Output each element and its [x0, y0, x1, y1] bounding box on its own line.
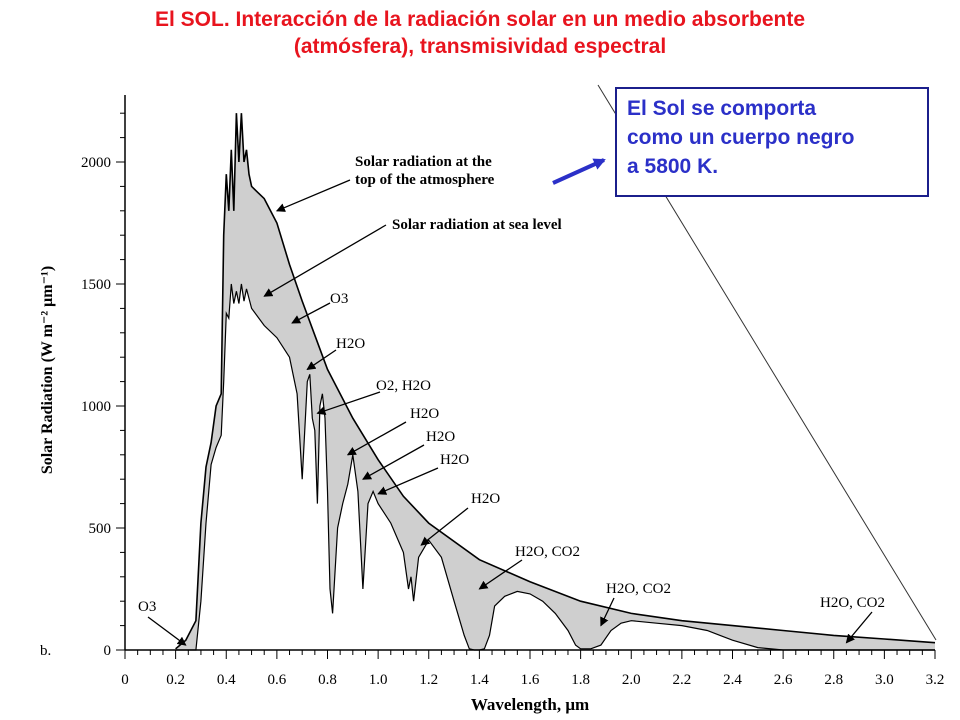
annotation-label: H2O — [471, 491, 500, 507]
x-tick-label: 1.4 — [470, 672, 489, 688]
x-tick-label: 2.6 — [774, 672, 793, 688]
x-tick-label: 0.6 — [268, 672, 287, 688]
x-tick-label: 1.0 — [369, 672, 388, 688]
annotation-arrow — [845, 611, 873, 644]
blackbody-callout: El Sol se comporta como un cuerpo negro … — [615, 87, 929, 197]
annotation-label: H2O — [426, 429, 455, 445]
annotation-label: H2O, CO2 — [820, 595, 885, 611]
x-tick-label: 2.4 — [723, 672, 742, 688]
y-tick-label: 500 — [89, 521, 112, 537]
annotation-label: H2O — [410, 406, 439, 422]
x-tick-label: 0.8 — [318, 672, 337, 688]
annotation-arrow — [420, 507, 469, 546]
x-tick-label: 3.2 — [926, 672, 945, 688]
annotation-label: Solar radiation at sea level — [392, 217, 562, 233]
annotation-label: O3 — [138, 599, 156, 615]
y-axis-label: Solar Radiation (W m⁻² μm⁻¹) — [39, 266, 56, 474]
x-tick-label: 1.8 — [571, 672, 590, 688]
annotation-arrow — [147, 616, 187, 646]
absorption-area — [175, 113, 936, 650]
annotation-arrow — [291, 302, 331, 324]
panel-label: b. — [40, 643, 51, 659]
callout-line-1: El Sol se comporta — [627, 97, 817, 120]
x-tick-label: 0.4 — [217, 672, 236, 688]
annotation-arrow — [377, 467, 439, 495]
annotation-label: O3 — [330, 291, 348, 307]
y-tick-label: 0 — [104, 643, 112, 659]
title-line-2: (atmósfera), transmisividad espectral — [293, 35, 667, 58]
y-tick-label: 1000 — [81, 399, 111, 415]
y-tick-label: 2000 — [81, 155, 111, 171]
annotation-arrow — [263, 224, 387, 297]
x-tick-label: 2.2 — [673, 672, 692, 688]
annotation-label: H2O — [336, 336, 365, 352]
x-tick-label: 0.2 — [166, 672, 185, 688]
annotation-label: H2O, CO2 — [515, 544, 580, 560]
slide-title: El SOL. Interacción de la radiación sola… — [0, 6, 960, 60]
annotation-arrow — [478, 559, 523, 590]
annotation-arrow — [275, 179, 351, 212]
sea-level-curve — [175, 283, 935, 651]
annotation-label: H2O, CO2 — [606, 581, 671, 597]
x-tick-label: 2.8 — [824, 672, 843, 688]
annotation-arrow — [600, 597, 615, 627]
top-of-atmosphere-curve — [175, 113, 936, 650]
annotation-arrow — [362, 444, 425, 480]
annotation-arrow — [306, 349, 337, 370]
annotation-arrow — [316, 391, 381, 416]
annotation-label: Solar radiation at the top of the atmosph… — [355, 154, 495, 188]
title-line-1: El SOL. Interacción de la radiación sola… — [155, 8, 805, 31]
callout-arrow — [552, 158, 606, 185]
x-tick-label: 3.0 — [875, 672, 894, 688]
annotation-label: H2O — [440, 452, 469, 468]
callout-line-2: como un cuerpo negro — [627, 126, 855, 149]
x-tick-label: 1.2 — [419, 672, 438, 688]
annotation-arrow — [346, 421, 407, 456]
annotation-label: O2, H2O — [376, 378, 431, 394]
x-tick-label: 2.0 — [622, 672, 641, 688]
y-tick-label: 1500 — [81, 277, 111, 293]
x-axis-label: Wavelength, μm — [471, 695, 589, 714]
callout-line-3: a 5800 K. — [627, 155, 719, 178]
x-tick-label: 0 — [121, 672, 129, 688]
x-tick-label: 1.6 — [521, 672, 540, 688]
